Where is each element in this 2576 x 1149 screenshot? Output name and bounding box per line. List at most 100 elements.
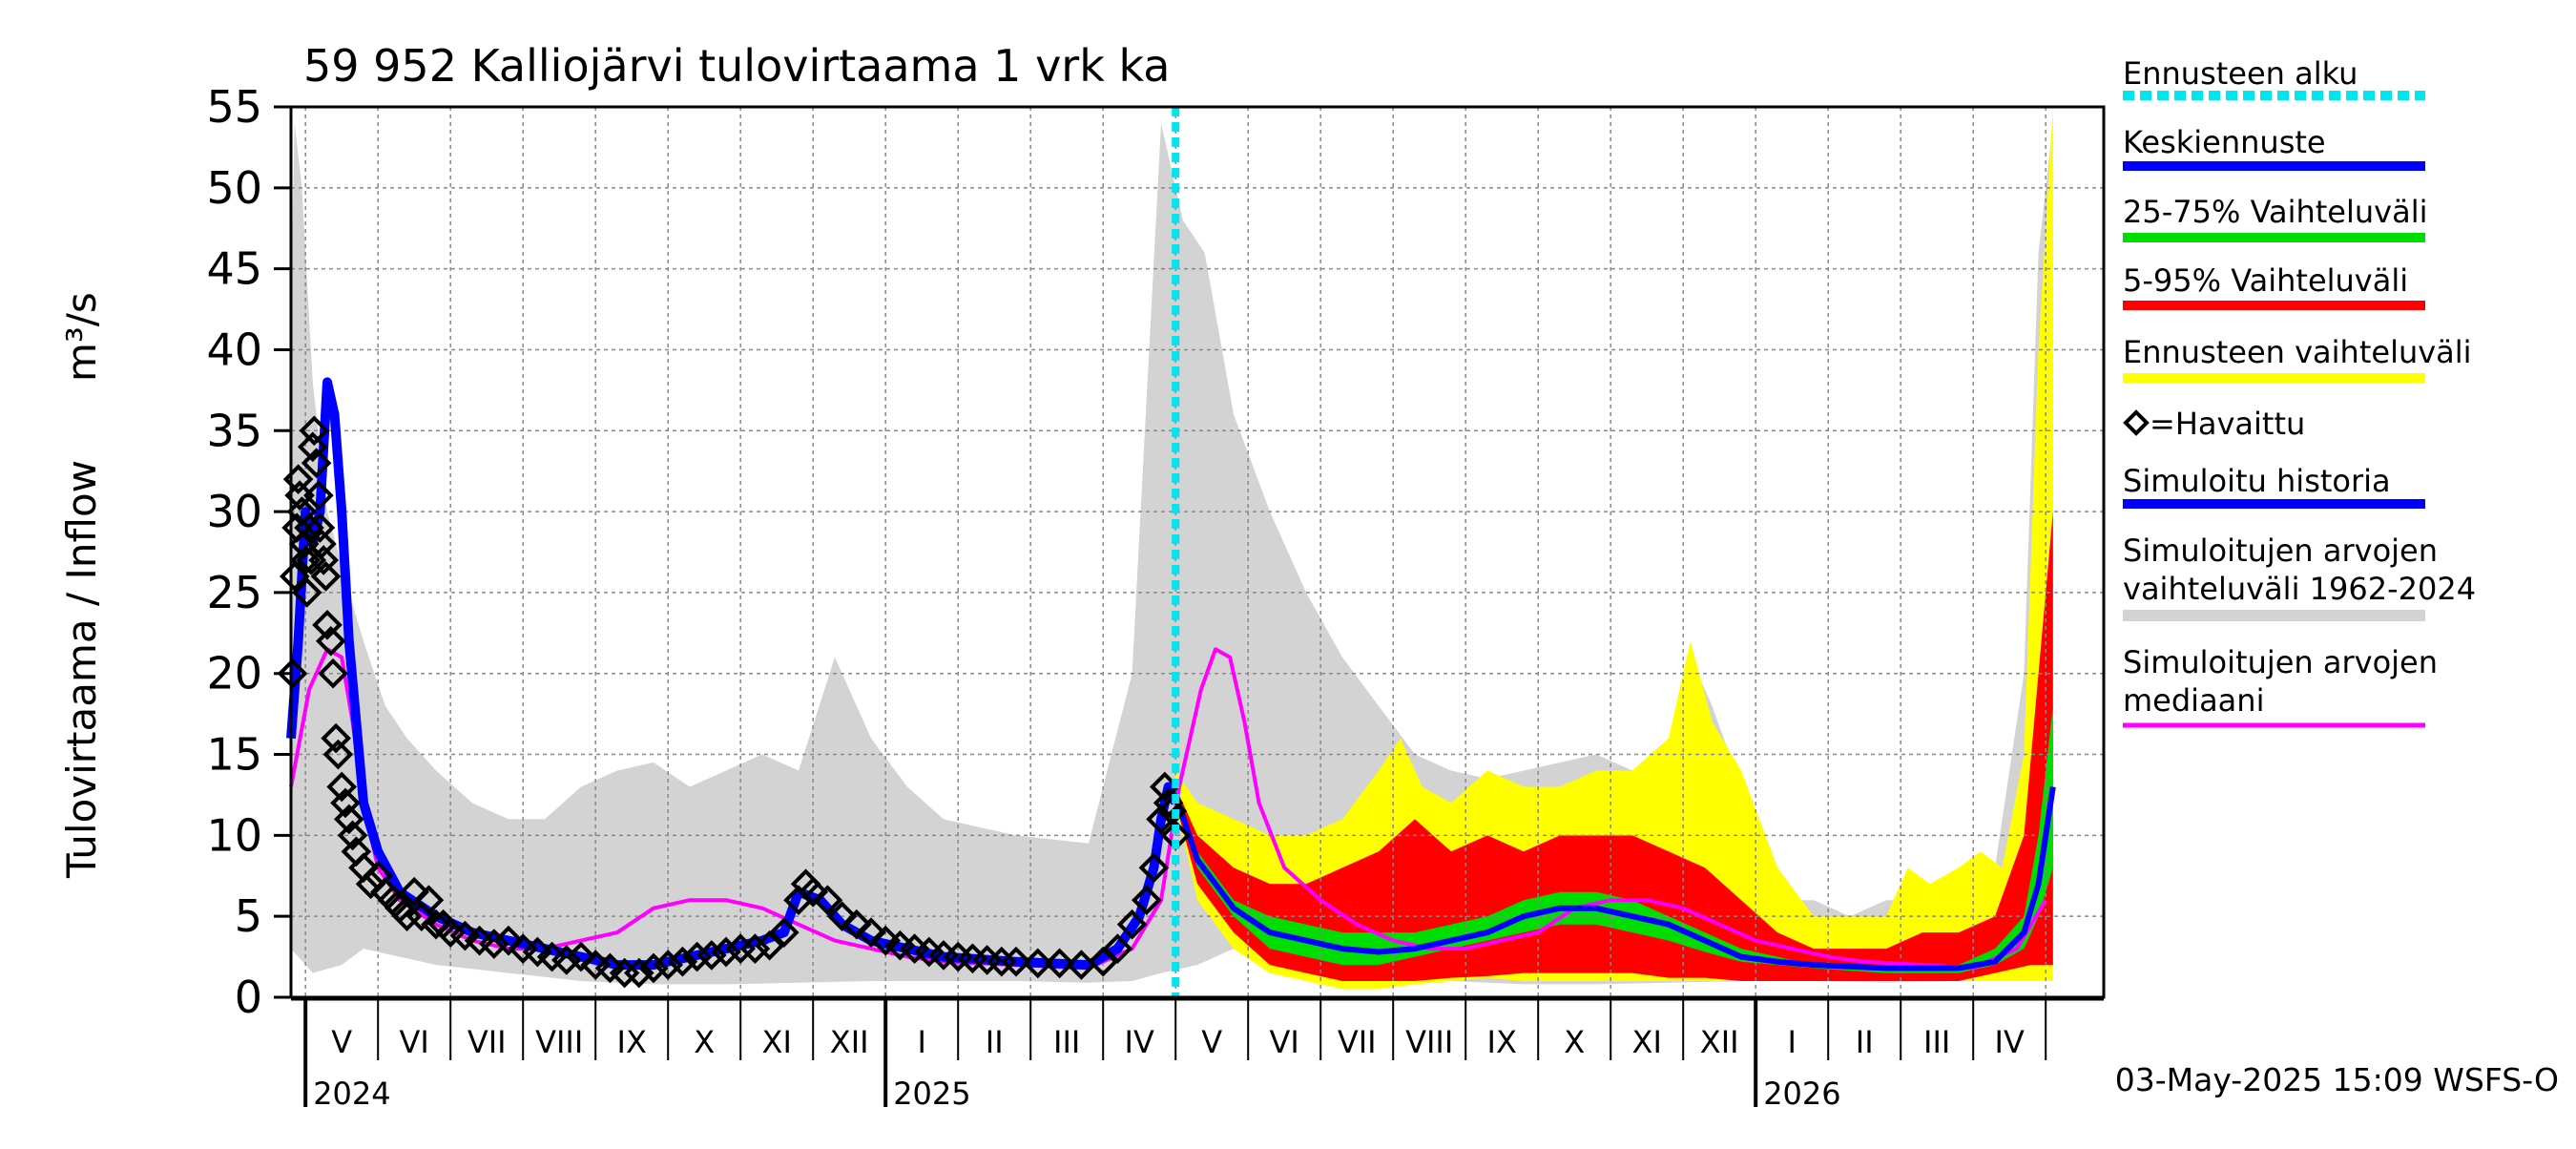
- month-label: I: [1787, 1024, 1796, 1060]
- observed-marker: [330, 787, 361, 819]
- month-label: IX: [1487, 1024, 1517, 1060]
- observed-marker: [303, 480, 334, 511]
- month-label: II: [1856, 1024, 1874, 1060]
- y-tick-label: 50: [206, 162, 262, 214]
- p05-p95-band: [1175, 512, 2053, 981]
- observed-marker: [306, 529, 337, 559]
- y-tick-label: 45: [206, 243, 262, 295]
- y-tick-label: 0: [235, 971, 262, 1023]
- timestamp: 03-May-2025 15:09 WSFS-O: [2115, 1061, 2559, 1098]
- grid-layer: [291, 106, 2104, 998]
- year-label: 2024: [313, 1076, 390, 1112]
- observed-marker: [739, 933, 771, 964]
- plot-frame: [289, 105, 2106, 999]
- p25-p75-band: [1175, 705, 2053, 973]
- month-label: VI: [1270, 1024, 1299, 1060]
- observed-marker: [304, 512, 336, 543]
- legend-label: vaihteluväli 1962-2024: [2123, 571, 2476, 607]
- legend-label: Simuloitu historia: [2123, 463, 2391, 499]
- observed-marker: [1001, 946, 1031, 977]
- observed-marker: [297, 431, 328, 463]
- forecast-mean-line: [1173, 786, 2056, 971]
- legend-label: =Havaittu: [2150, 406, 2305, 442]
- chart-title: 59 952 Kalliojärvi tulovirtaama 1 vrk ka: [303, 40, 1170, 92]
- y-tick-label: 30: [206, 486, 262, 537]
- observed-marker: [315, 625, 346, 657]
- month-label: IV: [1125, 1024, 1154, 1060]
- observed-marker: [711, 936, 741, 968]
- observed-marker: [322, 739, 354, 770]
- month-label: IX: [617, 1024, 647, 1060]
- observed-marker: [277, 658, 308, 689]
- month-label: VII: [1338, 1024, 1377, 1060]
- observed-marker: [623, 957, 654, 989]
- year-label: 2025: [893, 1076, 970, 1112]
- forecast-envelope-band: [1175, 107, 2053, 990]
- legend-label: Simuloitujen arvojen: [2123, 533, 2438, 569]
- observed-marker: [551, 945, 582, 975]
- y-tick-label: 5: [235, 890, 262, 942]
- legend-label: 25-75% Vaihteluväli: [2123, 194, 2427, 230]
- legend-marker-observed: [2123, 409, 2150, 436]
- legend-label: Keskiennuste: [2123, 124, 2326, 160]
- y-tick-label: 25: [206, 567, 262, 618]
- line-layer: [277, 107, 2056, 997]
- observed-marker: [870, 925, 902, 956]
- observed-marker: [681, 941, 713, 972]
- observed-marker: [1044, 948, 1075, 979]
- legend-layer: Ennusteen alku Keskiennuste 25-75% Vaihtel…: [2123, 55, 2476, 728]
- month-label: V: [1201, 1024, 1222, 1060]
- observed-marker: [522, 936, 553, 968]
- observed-marker: [841, 909, 872, 940]
- month-label: II: [986, 1024, 1004, 1060]
- observed-marker: [312, 610, 343, 640]
- observed-marker: [1116, 909, 1148, 940]
- month-label: VII: [467, 1024, 507, 1060]
- y-tick-label: 35: [206, 405, 262, 456]
- observed-marker: [299, 415, 330, 447]
- y-tick-label: 40: [206, 324, 262, 375]
- legend-label: mediaani: [2123, 682, 2264, 719]
- year-label: 2026: [1763, 1076, 1840, 1112]
- observed-marker: [308, 545, 340, 575]
- observed-marker: [333, 804, 364, 835]
- legend-label: Ennusteen vaihteluväli: [2123, 334, 2472, 370]
- observed-marker: [291, 577, 322, 608]
- month-label: X: [1564, 1024, 1585, 1060]
- observed-marker: [1022, 948, 1053, 979]
- month-label: XII: [830, 1024, 869, 1060]
- observed-marker: [318, 658, 348, 689]
- observed-marker: [856, 917, 886, 948]
- observed-marker: [421, 909, 451, 940]
- observed-marker: [594, 952, 626, 984]
- y-axis-label: Tulovirtaama / Inflow: [58, 460, 105, 879]
- observed-marker: [768, 917, 800, 948]
- month-label: VIII: [535, 1024, 583, 1060]
- y-axis-unit: m³/s: [58, 292, 105, 382]
- y-tick-label: 55: [206, 81, 262, 133]
- legend-label: Ennusteen alku: [2123, 55, 2358, 92]
- month-label: XI: [762, 1024, 792, 1060]
- legend-label: Simuloitujen arvojen: [2123, 644, 2438, 680]
- legend-label: 5-95% Vaihteluväli: [2123, 262, 2408, 299]
- observed-marker: [1131, 885, 1162, 916]
- observed-marker: [653, 950, 684, 980]
- month-label: I: [917, 1024, 925, 1060]
- observed-marker: [493, 925, 524, 956]
- month-label: IV: [1995, 1024, 2025, 1060]
- observed-marker: [399, 876, 430, 908]
- observed-marker: [310, 561, 342, 592]
- month-label: XI: [1632, 1024, 1662, 1060]
- observed-marker: [321, 722, 351, 754]
- observed-marker: [826, 901, 858, 932]
- month-label: XII: [1700, 1024, 1739, 1060]
- observed-marker: [667, 946, 698, 977]
- observed-marker: [638, 952, 669, 984]
- observed-marker: [449, 920, 481, 951]
- observed-marker: [566, 941, 596, 972]
- month-label: V: [331, 1024, 352, 1060]
- y-tick-label: 15: [206, 729, 262, 781]
- month-label: VIII: [1405, 1024, 1453, 1060]
